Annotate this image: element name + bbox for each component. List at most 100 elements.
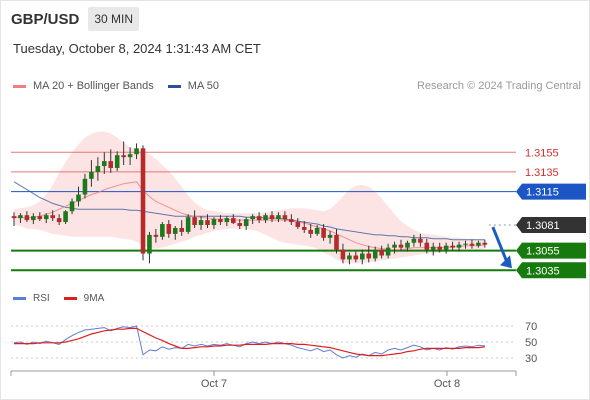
candle — [476, 240, 481, 248]
candle — [11, 212, 17, 226]
candles-layer — [11, 141, 488, 265]
candle-body — [243, 219, 249, 226]
candle — [450, 241, 455, 251]
candle-body — [450, 245, 455, 248]
rsi-tick-label: 70 — [525, 321, 537, 333]
candle — [282, 211, 288, 223]
candle — [411, 234, 417, 247]
candle-body — [437, 246, 442, 250]
candle-body — [443, 245, 449, 250]
credit-text: Research © 2024 Trading Central — [416, 80, 581, 92]
candle-body — [463, 243, 468, 245]
candle-body — [89, 171, 94, 179]
candle-body — [476, 242, 481, 246]
candle — [37, 212, 43, 222]
candle-body — [295, 222, 301, 227]
level-label-pivot: 1.3115 — [526, 187, 559, 199]
candle — [160, 222, 165, 240]
bollinger-layer — [14, 131, 485, 264]
candle — [301, 221, 307, 233]
candle — [121, 141, 126, 166]
level-label-current: 1.3081 — [526, 220, 560, 232]
level-tag-current — [516, 217, 586, 234]
ma20-line — [14, 181, 485, 251]
candle — [276, 212, 281, 223]
rsi-ma-label: 9MA — [83, 293, 105, 304]
candle — [385, 243, 391, 259]
candle — [366, 245, 372, 263]
ma20-label: MA 20 + Bollinger Bands — [33, 80, 154, 92]
candle — [56, 214, 62, 226]
candle — [108, 149, 114, 173]
candle — [263, 213, 268, 224]
candle — [347, 252, 352, 265]
candle-body — [211, 219, 217, 226]
level-label-resistance: 1.3135 — [525, 167, 559, 179]
candle — [185, 214, 191, 234]
candle-body — [366, 253, 372, 259]
candle-body — [250, 216, 255, 220]
ma50-swatch — [167, 84, 181, 88]
candle — [114, 151, 120, 171]
candle — [424, 238, 430, 254]
candle — [463, 240, 468, 249]
candle — [76, 186, 81, 207]
candle — [360, 249, 365, 265]
candle — [379, 245, 384, 259]
candle — [327, 230, 333, 244]
x-tick-label: Oct 8 — [434, 378, 460, 390]
candle — [205, 214, 210, 228]
rsi-swatch — [13, 297, 26, 300]
interval-badge[interactable]: 30 MIN — [88, 7, 140, 31]
candle — [140, 145, 146, 261]
candle-body — [405, 242, 410, 248]
candle-body — [56, 218, 62, 223]
bollinger-band — [14, 131, 485, 264]
candle — [269, 211, 275, 223]
legend-rsi-ma: 9MA — [63, 293, 105, 304]
candle-body — [31, 216, 36, 221]
candle-body — [360, 253, 365, 260]
candle-body — [269, 215, 275, 220]
candle — [127, 147, 133, 166]
candle-body — [50, 215, 55, 219]
level-label-support: 1.3035 — [526, 265, 560, 277]
candle — [43, 213, 49, 224]
candle — [95, 157, 101, 181]
candle-body — [108, 161, 114, 168]
candle-body — [340, 249, 346, 260]
rsi-ma-swatch — [63, 297, 77, 300]
legend-ma50: MA 50 — [167, 80, 219, 92]
candle — [295, 218, 301, 229]
candle-body — [418, 238, 423, 243]
candle-body — [121, 155, 126, 158]
candle — [198, 216, 204, 230]
candle-body — [43, 215, 49, 220]
candle — [102, 152, 107, 174]
candle-body — [37, 216, 43, 220]
candle-body — [256, 216, 262, 221]
candle — [211, 217, 217, 229]
candle-body — [127, 154, 133, 158]
candle-body — [308, 229, 313, 234]
candle — [218, 215, 223, 226]
candle-body — [185, 217, 191, 232]
candle — [392, 241, 397, 254]
candle — [437, 242, 442, 253]
candle-body — [372, 249, 378, 259]
candle — [443, 242, 449, 254]
candle — [334, 228, 339, 254]
candle-body — [482, 242, 488, 245]
candle-body — [411, 238, 417, 243]
candle — [153, 228, 159, 243]
candle-body — [231, 218, 236, 224]
candle — [24, 211, 30, 223]
x-tick-label: Oct 7 — [201, 378, 227, 390]
candle-body — [153, 234, 159, 237]
candle — [314, 225, 320, 236]
ma50-label: MA 50 — [187, 80, 219, 92]
candle-body — [237, 223, 243, 226]
candle-body — [160, 224, 165, 237]
candle — [18, 213, 23, 224]
candle-body — [301, 226, 307, 230]
